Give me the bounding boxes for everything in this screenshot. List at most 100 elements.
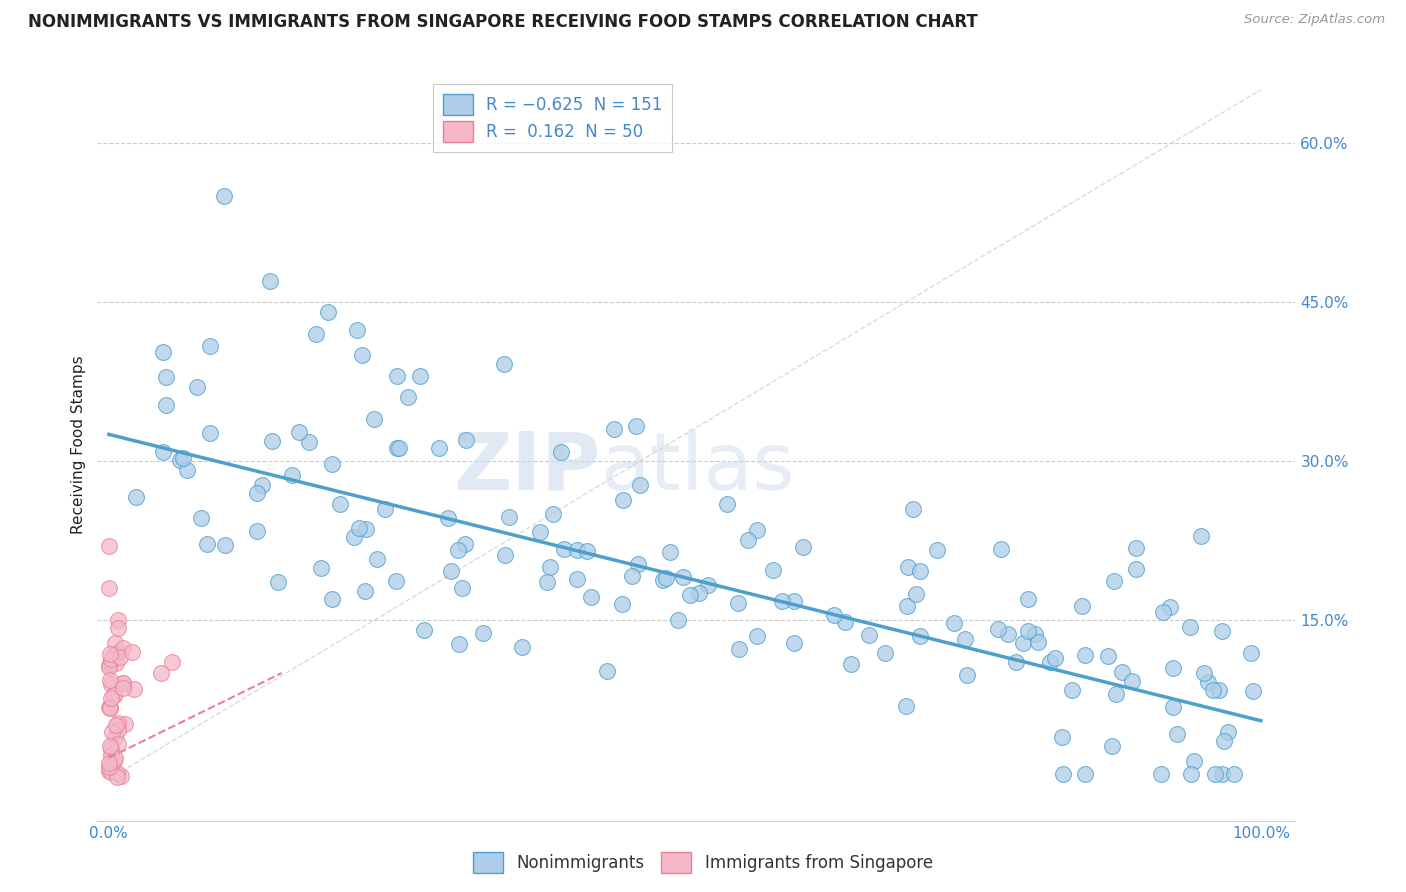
- Point: [747, 629, 769, 643]
- Point: [1213, 733, 1236, 747]
- Point: [956, 668, 979, 682]
- Point: [541, 507, 564, 521]
- Point: [1150, 766, 1173, 780]
- Point: [321, 458, 343, 472]
- Point: [927, 543, 949, 558]
- Point: [624, 418, 647, 433]
- Point: [716, 497, 738, 511]
- Point: [471, 626, 494, 640]
- Point: [498, 509, 520, 524]
- Point: [737, 533, 759, 547]
- Point: [576, 544, 599, 558]
- Point: [1104, 574, 1126, 588]
- Point: [997, 627, 1019, 641]
- Point: [100, 748, 122, 763]
- Text: atlas: atlas: [600, 428, 794, 507]
- Point: [1039, 656, 1062, 670]
- Point: [1012, 636, 1035, 650]
- Point: [565, 543, 588, 558]
- Point: [346, 323, 368, 337]
- Point: [107, 614, 129, 628]
- Point: [1216, 724, 1239, 739]
- Point: [1097, 648, 1119, 663]
- Point: [298, 435, 321, 450]
- Point: [343, 530, 366, 544]
- Point: [97, 659, 120, 673]
- Point: [610, 597, 633, 611]
- Point: [104, 730, 127, 744]
- Point: [1211, 766, 1233, 780]
- Point: [1005, 656, 1028, 670]
- Point: [1208, 682, 1230, 697]
- Point: [1197, 675, 1219, 690]
- Point: [98, 657, 121, 671]
- Legend: R = −0.625  N = 151, R =  0.162  N = 50: R = −0.625 N = 151, R = 0.162 N = 50: [433, 85, 672, 152]
- Point: [149, 665, 172, 680]
- Point: [823, 607, 845, 622]
- Point: [374, 501, 396, 516]
- Point: [98, 673, 121, 687]
- Point: [316, 305, 339, 319]
- Point: [311, 561, 333, 575]
- Point: [246, 486, 269, 500]
- Point: [910, 629, 932, 643]
- Point: [858, 628, 880, 642]
- Point: [98, 701, 121, 715]
- Point: [454, 537, 477, 551]
- Point: [212, 188, 235, 202]
- Point: [98, 739, 121, 753]
- Point: [873, 646, 896, 660]
- Point: [620, 569, 643, 583]
- Point: [770, 593, 793, 607]
- Point: [897, 559, 920, 574]
- Point: [953, 632, 976, 647]
- Point: [396, 390, 419, 404]
- Point: [783, 636, 806, 650]
- Point: [1125, 541, 1147, 556]
- Point: [384, 574, 406, 588]
- Y-axis label: Receiving Food Stamps: Receiving Food Stamps: [72, 356, 86, 534]
- Point: [352, 348, 374, 362]
- Point: [107, 737, 129, 751]
- Point: [98, 648, 121, 662]
- Point: [103, 688, 125, 702]
- Point: [494, 548, 516, 562]
- Point: [1017, 624, 1039, 639]
- Point: [329, 497, 352, 511]
- Point: [366, 552, 388, 566]
- Point: [1062, 683, 1084, 698]
- Point: [596, 665, 619, 679]
- Point: [659, 545, 682, 559]
- Point: [538, 560, 561, 574]
- Point: [114, 716, 136, 731]
- Point: [125, 491, 148, 505]
- Point: [385, 369, 408, 384]
- Point: [942, 615, 965, 630]
- Point: [152, 345, 174, 359]
- Point: [1050, 730, 1073, 744]
- Point: [409, 369, 432, 384]
- Point: [250, 478, 273, 492]
- Point: [169, 453, 191, 467]
- Point: [97, 539, 120, 553]
- Point: [200, 426, 222, 441]
- Point: [494, 357, 516, 371]
- Point: [288, 425, 311, 439]
- Point: [1166, 727, 1188, 741]
- Point: [305, 326, 328, 341]
- Point: [198, 339, 221, 353]
- Point: [195, 537, 218, 551]
- Point: [1125, 562, 1147, 576]
- Point: [281, 468, 304, 483]
- Point: [536, 574, 558, 589]
- Point: [176, 463, 198, 477]
- Point: [628, 477, 651, 491]
- Point: [104, 751, 127, 765]
- Point: [152, 445, 174, 459]
- Point: [111, 641, 134, 656]
- Point: [529, 525, 551, 540]
- Point: [259, 274, 281, 288]
- Point: [672, 570, 695, 584]
- Point: [349, 521, 371, 535]
- Point: [1159, 600, 1181, 615]
